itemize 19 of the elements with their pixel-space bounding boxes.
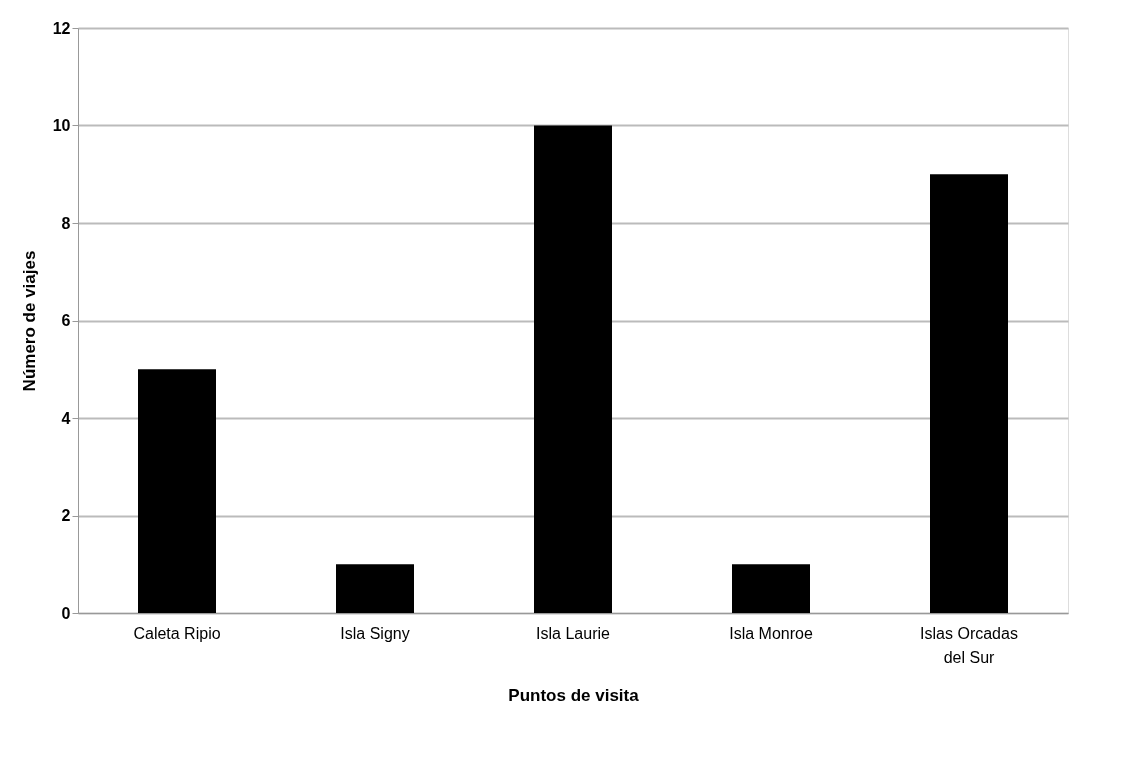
- y-tick-label: 8: [61, 214, 71, 232]
- x-tick-label: Isla Signy: [340, 624, 410, 642]
- x-axis-title: Puntos de visita: [508, 685, 640, 705]
- bar: [336, 564, 414, 613]
- bar: [732, 564, 810, 613]
- bar: [534, 125, 612, 613]
- bar: [138, 369, 216, 613]
- bar: [930, 174, 1008, 613]
- y-tick-label: 12: [52, 19, 71, 37]
- y-tick-label: 10: [52, 117, 71, 134]
- x-tick-label: Caleta Ripio: [133, 624, 221, 642]
- y-tick-label: 4: [61, 409, 71, 427]
- y-tick-label: 0: [61, 604, 71, 622]
- y-tick-label: 6: [61, 312, 71, 329]
- x-tick-label: Isla Monroe: [729, 624, 813, 642]
- y-axis-title: Número de viajes: [19, 250, 39, 392]
- x-tick-label: Islas Orcadas del Sur: [920, 624, 1018, 666]
- y-tick-label: 2: [61, 507, 71, 524]
- x-tick-label: Isla Laurie: [536, 624, 611, 642]
